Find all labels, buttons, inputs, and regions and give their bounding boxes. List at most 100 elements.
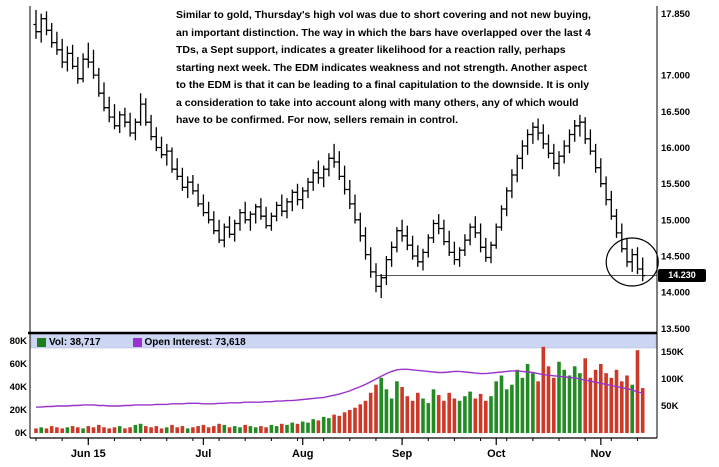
volume-bar xyxy=(426,403,431,433)
volume-bar xyxy=(578,373,582,433)
volume-bar xyxy=(536,381,540,433)
ohlc-bar xyxy=(551,143,557,170)
ohlc-bar xyxy=(70,44,76,70)
volume-bar xyxy=(154,426,159,433)
volume-bar xyxy=(583,358,587,434)
ohlc-bar xyxy=(415,245,421,267)
ohlc-bar xyxy=(122,107,128,128)
open-interest-swatch-icon xyxy=(132,337,142,347)
ohlc-bar xyxy=(90,49,97,79)
volume-bar xyxy=(49,426,54,433)
month-label: Nov xyxy=(590,448,612,460)
volume-bar xyxy=(128,427,132,434)
volume-oi-legend: Vol: 38,717 Open Interest: 73,618 xyxy=(37,336,272,348)
ohlc-bar xyxy=(274,201,280,222)
volume-axis-label: 20K xyxy=(10,405,28,416)
annotation-line: an important distinction. The way in whi… xyxy=(176,26,591,39)
ohlc-bar xyxy=(373,263,379,293)
volume-bar xyxy=(76,427,80,434)
volume-bar xyxy=(164,427,169,434)
ohlc-bar xyxy=(477,223,484,253)
volume-bar xyxy=(625,375,629,433)
volume-bar xyxy=(494,381,498,433)
ohlc-bar xyxy=(111,104,117,130)
volume-bar xyxy=(180,426,185,433)
ohlc-bar xyxy=(425,234,431,258)
ohlc-bar xyxy=(211,211,217,235)
ohlc-bar xyxy=(242,201,248,224)
ohlc-bar xyxy=(54,31,60,55)
ohlc-bar xyxy=(315,160,321,184)
volume-bar xyxy=(285,424,289,433)
ohlc-bar xyxy=(206,201,212,224)
ohlc-bar xyxy=(226,216,233,238)
ohlc-bar xyxy=(33,10,39,39)
volume-bar xyxy=(484,400,488,433)
ohlc-bar xyxy=(378,274,384,298)
ohlc-bar xyxy=(598,158,604,188)
ohlc-bar xyxy=(127,112,133,137)
volume-bar xyxy=(253,427,258,434)
price-axis-label: 17.000 xyxy=(661,71,690,82)
volume-bar xyxy=(604,373,608,433)
ohlc-bar xyxy=(394,227,400,253)
ohlc-bar xyxy=(629,248,635,272)
volume-bar xyxy=(389,398,394,433)
volume-axis-label: 60K xyxy=(10,359,28,370)
month-label: Jul xyxy=(195,448,211,460)
ohlc-bar xyxy=(174,158,180,180)
volume-bar xyxy=(546,366,551,433)
open-interest-legend-item: Open Interest: 73,618 xyxy=(132,337,246,348)
ohlc-bar xyxy=(279,194,285,217)
annotation-line: Similar to gold, Thursday's high vol was… xyxy=(176,9,591,21)
ohlc-bar xyxy=(258,198,264,220)
ohlc-bar xyxy=(75,57,81,84)
ohlc-bar xyxy=(389,241,395,267)
volume-bar xyxy=(395,381,399,433)
ohlc-bar xyxy=(587,129,593,155)
volume-bar xyxy=(306,422,310,433)
ohlc-bar xyxy=(143,98,149,126)
volume-bar xyxy=(510,384,514,433)
ohlc-bar xyxy=(430,219,437,243)
ohlc-bar xyxy=(509,169,515,199)
ohlc-bar xyxy=(347,180,353,209)
ohlc-bar xyxy=(85,42,91,68)
ohlc-bar xyxy=(190,175,196,195)
volume-bar xyxy=(316,420,321,433)
volume-legend-item: Vol: 38,717 xyxy=(37,337,101,348)
volume-bar xyxy=(400,387,404,433)
ohlc-bar xyxy=(336,151,342,180)
volume-bar xyxy=(436,395,441,433)
ohlc-bar xyxy=(300,187,306,209)
volume-bar xyxy=(39,427,43,434)
ohlc-bar xyxy=(566,129,573,154)
volume-bar xyxy=(185,428,190,433)
volume-bar xyxy=(442,400,446,433)
volume-bar xyxy=(599,364,603,433)
ohlc-bar xyxy=(436,214,442,235)
price-axis-label: 16.000 xyxy=(661,143,690,154)
ohlc-bar xyxy=(530,122,536,144)
ohlc-bar xyxy=(253,203,259,224)
ohlc-bar xyxy=(545,134,552,159)
volume-axis-label: 80K xyxy=(10,336,28,347)
volume-bar xyxy=(201,424,206,433)
volume-bar xyxy=(149,427,153,434)
ohlc-bar xyxy=(593,143,599,173)
volume-bar xyxy=(60,428,64,433)
annotation-line: to the EDM is that it can be leading to … xyxy=(176,79,590,91)
volume-axis-label: 40K xyxy=(10,382,28,393)
volume-bar xyxy=(379,377,383,433)
volume-bar xyxy=(552,377,556,433)
volume-bar xyxy=(452,398,457,433)
open-interest-line xyxy=(36,368,643,408)
ohlc-bar xyxy=(305,177,311,199)
price-axis-label: 15.500 xyxy=(661,179,690,190)
ohlc-bar xyxy=(43,11,50,36)
volume-bar xyxy=(468,391,472,433)
ohlc-bar xyxy=(498,205,505,231)
volume-axis-label: 0K xyxy=(15,428,27,439)
volume-bar xyxy=(358,404,363,433)
